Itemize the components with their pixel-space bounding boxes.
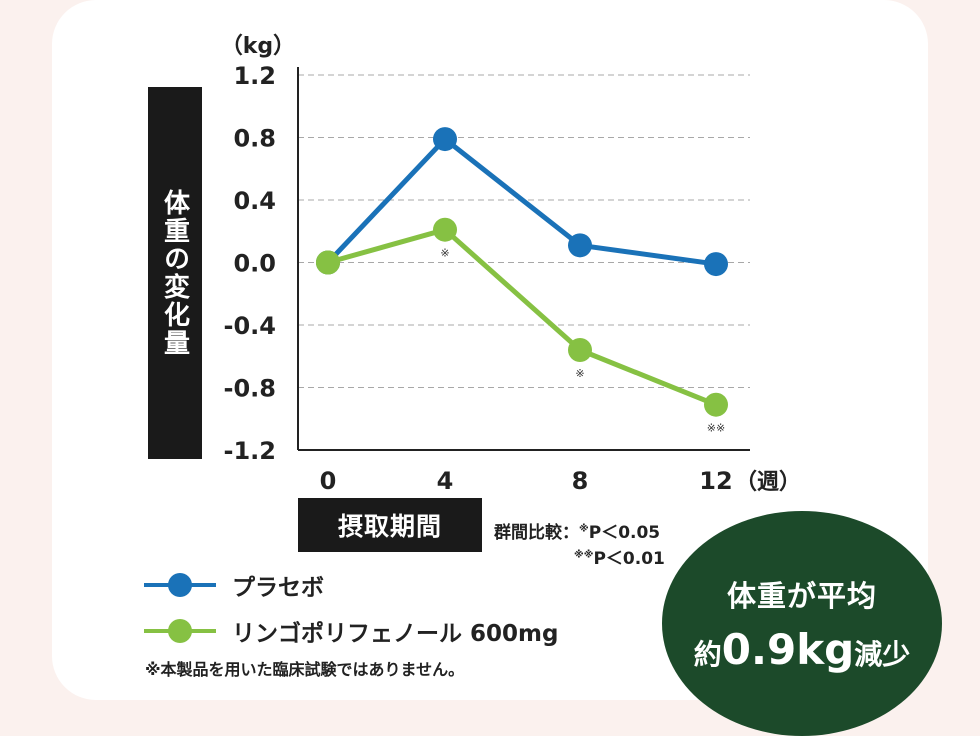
legend-item-placebo: プラセボ [140,562,558,608]
y-unit-label: （kg） [221,34,295,59]
data-point [433,127,457,152]
y-tick-label: -1.2 [224,437,276,465]
series-line [326,136,717,267]
legend-marker-placebo [144,573,216,597]
series-line [327,227,717,408]
legend-label-polyphenol: リンゴポリフェノール 600mg [232,621,559,647]
badge-line-2: 約0.9kg減少 [694,625,910,674]
y-axis-label-box: 体重の変化量 [148,87,202,459]
x-axis-label-box: 摂取期間 [298,498,482,552]
badge-prefix: 約 [693,638,722,671]
y-tick-label: 1.2 [233,62,276,90]
badge-value: 0.9kg [721,625,855,674]
x-tick-label: 4 [437,467,454,495]
significance-value-2: P＜0.01 [593,549,665,569]
y-tick-label: 0.4 [233,187,276,215]
significance-line-1: 群間比較：※P＜0.05 [494,518,660,543]
result-badge: 体重が平均 約0.9kg減少 [662,511,942,736]
x-axis-label: 摂取期間 [337,512,442,541]
data-point [704,392,728,417]
x-tick-label: 0 [320,467,337,495]
badge-suffix: 減少 [854,638,911,671]
x-tick-label: 12 [699,467,732,495]
significance-mark-1: ※ [579,523,589,535]
significance-annotation: ※ [440,247,449,260]
significance-line-2: ※※P＜0.01 [574,544,665,569]
x-unit-label: （週） [735,470,801,495]
data-point [316,250,340,275]
y-tick-label: 0.0 [233,250,276,278]
significance-annotation: ※※ [707,422,725,435]
significance-value-1: P＜0.05 [588,523,661,543]
legend-item-polyphenol: リンゴポリフェノール 600mg [140,608,558,654]
data-point [704,252,728,277]
significance-prefix: 群間比較： [494,523,579,543]
x-tick-label: 8 [572,467,589,495]
y-tick-label: -0.4 [224,312,276,340]
y-tick-label: 0.8 [233,125,276,153]
y-axis-label: 体重の変化量 [159,189,190,357]
badge-line-1: 体重が平均 [726,579,877,613]
legend: プラセボ リンゴポリフェノール 600mg [140,562,558,654]
data-point [568,233,592,258]
legend-label-placebo: プラセボ [232,575,324,601]
data-point [568,338,592,362]
y-tick-label: -0.8 [224,375,276,403]
significance-annotation: ※ [575,367,584,380]
footnote: ※本製品を用いた臨床試験ではありません。 [145,660,465,679]
data-point [433,217,457,242]
significance-mark-2: ※※ [574,549,594,561]
legend-marker-polyphenol [144,619,216,643]
